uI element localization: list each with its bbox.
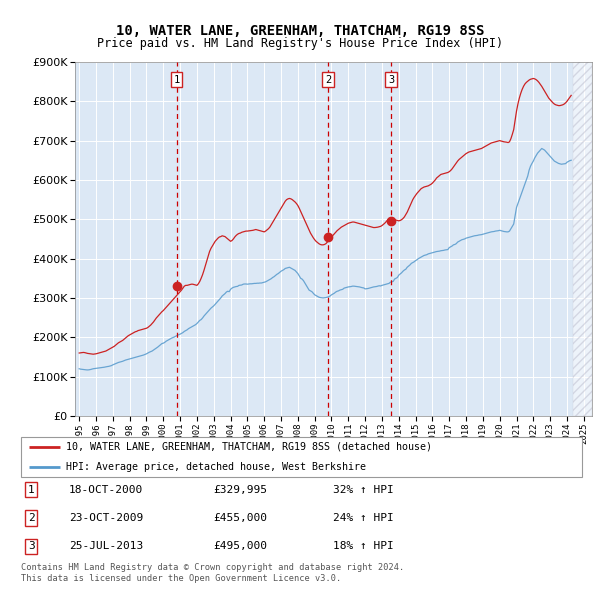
Text: 1: 1 bbox=[173, 75, 180, 84]
Text: 3: 3 bbox=[388, 75, 394, 84]
Text: 24% ↑ HPI: 24% ↑ HPI bbox=[333, 513, 394, 523]
Text: £495,000: £495,000 bbox=[213, 542, 267, 551]
Text: 10, WATER LANE, GREENHAM, THATCHAM, RG19 8SS: 10, WATER LANE, GREENHAM, THATCHAM, RG19… bbox=[116, 24, 484, 38]
Text: This data is licensed under the Open Government Licence v3.0.: This data is licensed under the Open Gov… bbox=[21, 574, 341, 583]
Text: 23-OCT-2009: 23-OCT-2009 bbox=[69, 513, 143, 523]
Text: 32% ↑ HPI: 32% ↑ HPI bbox=[333, 485, 394, 494]
Text: 25-JUL-2013: 25-JUL-2013 bbox=[69, 542, 143, 551]
Text: Price paid vs. HM Land Registry's House Price Index (HPI): Price paid vs. HM Land Registry's House … bbox=[97, 37, 503, 50]
Text: 2: 2 bbox=[325, 75, 331, 84]
Text: HPI: Average price, detached house, West Berkshire: HPI: Average price, detached house, West… bbox=[66, 462, 366, 471]
Text: 10, WATER LANE, GREENHAM, THATCHAM, RG19 8SS (detached house): 10, WATER LANE, GREENHAM, THATCHAM, RG19… bbox=[66, 442, 432, 451]
Text: 2: 2 bbox=[28, 513, 35, 523]
Text: £455,000: £455,000 bbox=[213, 513, 267, 523]
Text: £329,995: £329,995 bbox=[213, 485, 267, 494]
FancyBboxPatch shape bbox=[21, 437, 582, 477]
Text: Contains HM Land Registry data © Crown copyright and database right 2024.: Contains HM Land Registry data © Crown c… bbox=[21, 563, 404, 572]
Text: 1: 1 bbox=[28, 485, 35, 494]
Text: 18% ↑ HPI: 18% ↑ HPI bbox=[333, 542, 394, 551]
Text: 3: 3 bbox=[28, 542, 35, 551]
Text: 18-OCT-2000: 18-OCT-2000 bbox=[69, 485, 143, 494]
